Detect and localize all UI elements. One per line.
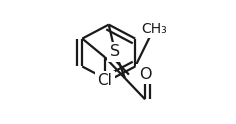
Text: CH₃: CH₃ bbox=[141, 22, 167, 36]
Text: Cl: Cl bbox=[97, 74, 112, 89]
Text: O: O bbox=[139, 67, 151, 82]
Text: S: S bbox=[110, 44, 120, 59]
